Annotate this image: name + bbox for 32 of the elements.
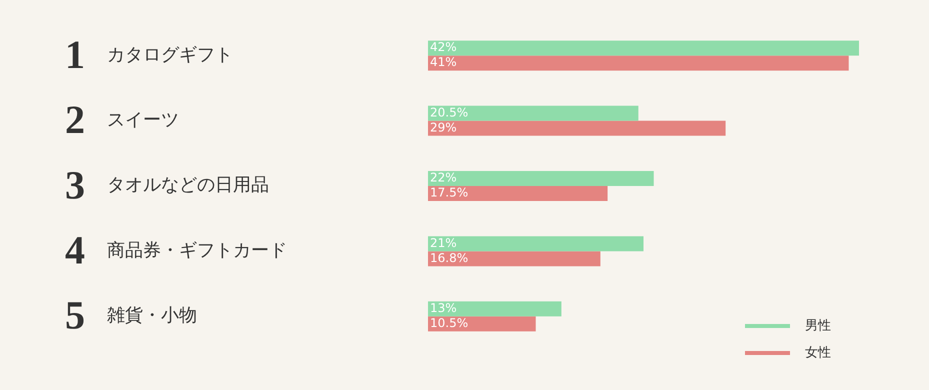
y-tick-label: タオルなどの日用品 xyxy=(107,174,269,196)
bar xyxy=(428,301,562,316)
bar xyxy=(428,171,654,186)
data-label: 16.8% xyxy=(430,250,468,265)
text: 2 xyxy=(65,97,85,142)
text: 5 xyxy=(65,292,85,338)
bar xyxy=(428,40,859,56)
data-label: 21% xyxy=(430,236,457,250)
y-tick-label: スイーツ xyxy=(107,109,179,130)
text: 4 xyxy=(65,228,85,273)
bar xyxy=(428,120,726,136)
bar xyxy=(428,236,644,252)
y-tick-label: 商品券・ギフトカード xyxy=(107,240,287,261)
bar xyxy=(428,56,849,71)
legend-label: 男性 xyxy=(805,318,831,334)
data-label: 17.5% xyxy=(430,186,468,200)
data-label: 10.5% xyxy=(430,316,468,330)
text: 3 xyxy=(65,162,85,208)
bar xyxy=(428,316,536,332)
data-label: 41% xyxy=(430,55,457,70)
legend-label: 女性 xyxy=(805,345,831,360)
bar xyxy=(428,186,608,201)
text: 1 xyxy=(65,32,85,77)
data-label: 20.5% xyxy=(430,105,468,120)
y-tick-label: 雑貨・小物 xyxy=(107,305,197,326)
data-label: 42% xyxy=(430,40,457,54)
bar xyxy=(428,251,600,266)
y-tick-label: カタログギフト xyxy=(107,44,233,66)
bar xyxy=(428,106,638,121)
data-label: 29% xyxy=(430,120,457,134)
data-label: 13% xyxy=(430,301,457,316)
data-label: 22% xyxy=(430,170,457,185)
